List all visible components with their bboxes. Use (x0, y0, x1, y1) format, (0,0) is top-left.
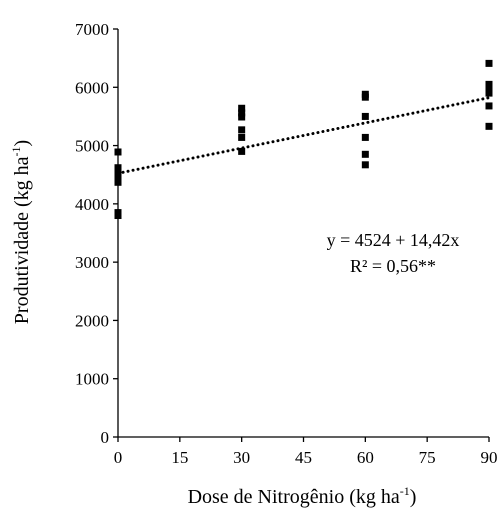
y-axis-title-main: Produtividade (kg ha (11, 156, 33, 324)
x-axis: 0 15 30 45 60 75 90 (114, 436, 498, 467)
points-layer (114, 59, 493, 220)
regression-equation: y = 4524 + 14,42x (327, 230, 460, 250)
data-point (361, 112, 369, 120)
x-tick-label: 45 (295, 448, 312, 467)
y-tick-label: 5000 (75, 137, 109, 156)
data-point (361, 161, 369, 169)
x-axis-title-end: ) (410, 486, 417, 508)
x-tick-label: 60 (357, 448, 374, 467)
y-axis-title: Produtividade (kg ha-1) (9, 140, 33, 324)
y-axis: 0 1000 2000 3000 4000 5000 6000 7000 (75, 20, 119, 447)
y-axis-title-superscript: -1 (9, 146, 23, 156)
data-point (114, 174, 122, 182)
y-tick-label: 7000 (75, 20, 109, 39)
r-squared-label: R² = 0,56** (350, 256, 436, 276)
data-point (485, 89, 493, 97)
data-point (361, 133, 369, 141)
data-point (238, 104, 246, 112)
data-point (238, 133, 246, 141)
x-tick-label: 30 (233, 448, 250, 467)
data-point (361, 93, 369, 101)
data-point (238, 113, 246, 121)
data-point (238, 147, 246, 155)
y-tick-label: 1000 (75, 370, 109, 389)
x-tick-label: 15 (171, 448, 188, 467)
data-point (238, 126, 246, 134)
y-tick-label: 6000 (75, 78, 109, 97)
data-point (114, 148, 122, 156)
x-tick-label: 0 (114, 448, 123, 467)
data-point (361, 150, 369, 158)
data-point (485, 59, 493, 67)
data-point (114, 178, 122, 186)
trendline (116, 96, 491, 175)
data-point (485, 122, 493, 130)
x-axis-title-superscript: -1 (400, 484, 410, 498)
x-tick-label: 75 (419, 448, 436, 467)
data-point (485, 102, 493, 110)
data-point (485, 80, 493, 88)
x-axis-title-main: Dose de Nitrogênio (kg ha (188, 486, 400, 508)
x-tick-label: 90 (481, 448, 498, 467)
y-tick-label: 0 (101, 428, 110, 447)
x-axis-title: Dose de Nitrogênio (kg ha-1) (188, 484, 417, 508)
y-tick-label: 4000 (75, 195, 109, 214)
trendline-layer (116, 96, 491, 175)
y-axis-title-end: ) (11, 140, 33, 147)
data-point (114, 212, 122, 220)
y-tick-label: 3000 (75, 253, 109, 272)
y-tick-label: 2000 (75, 311, 109, 330)
data-point (238, 109, 246, 117)
